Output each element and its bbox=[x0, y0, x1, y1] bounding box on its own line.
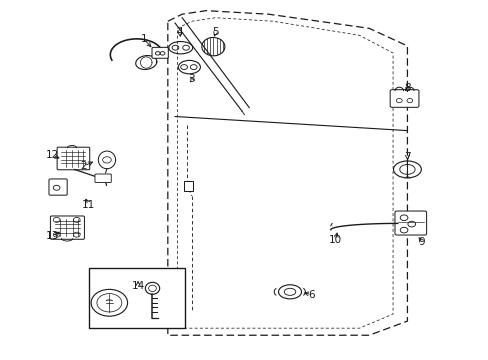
Text: 3: 3 bbox=[188, 75, 195, 85]
Text: 14: 14 bbox=[131, 281, 144, 291]
FancyBboxPatch shape bbox=[389, 90, 418, 107]
FancyBboxPatch shape bbox=[95, 174, 111, 183]
Text: 13: 13 bbox=[46, 231, 60, 242]
FancyBboxPatch shape bbox=[394, 211, 426, 235]
Text: 4: 4 bbox=[176, 27, 183, 37]
Text: 2: 2 bbox=[81, 161, 87, 171]
Text: 6: 6 bbox=[307, 290, 314, 300]
Bar bbox=[183, 181, 193, 191]
FancyBboxPatch shape bbox=[50, 216, 84, 239]
Text: 8: 8 bbox=[403, 83, 410, 93]
Text: 7: 7 bbox=[403, 152, 410, 162]
Text: 5: 5 bbox=[212, 27, 219, 37]
FancyBboxPatch shape bbox=[49, 179, 67, 195]
Text: 10: 10 bbox=[328, 235, 342, 245]
FancyBboxPatch shape bbox=[152, 48, 168, 58]
Text: 1: 1 bbox=[140, 34, 147, 44]
Text: 12: 12 bbox=[46, 150, 60, 160]
FancyBboxPatch shape bbox=[57, 147, 89, 170]
Bar bbox=[89, 268, 184, 328]
Text: 9: 9 bbox=[418, 237, 424, 247]
Text: 11: 11 bbox=[82, 200, 95, 210]
